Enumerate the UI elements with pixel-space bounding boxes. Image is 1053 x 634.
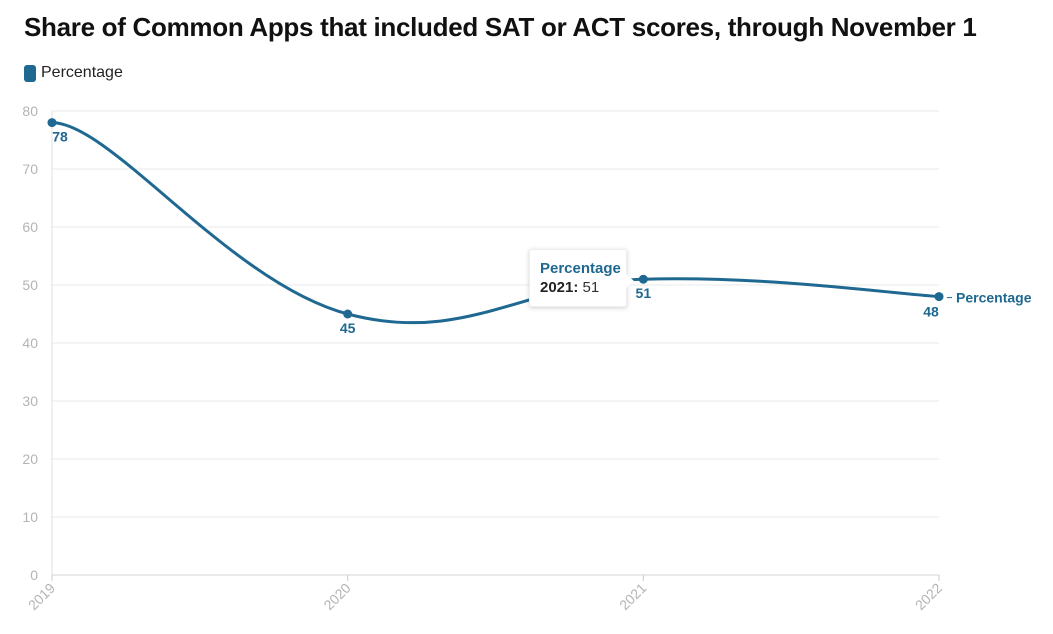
data-labels: 78 45 51 48 Percentage [52, 129, 1031, 336]
series-line [50, 121, 941, 325]
y-tick-label: 0 [30, 567, 38, 583]
y-tick-label: 30 [22, 393, 38, 409]
data-point-2019 [47, 118, 57, 128]
data-label-2019: 78 [52, 129, 68, 145]
data-point-2021 [638, 274, 648, 284]
y-axis: 0 10 20 30 40 50 60 70 80 [22, 103, 53, 583]
x-tick-label: 2022 [912, 580, 945, 613]
gridlines [52, 110, 939, 576]
tooltip-value: 51 [582, 279, 600, 296]
data-point-2022 [934, 292, 944, 302]
chart-title: Share of Common Apps that included SAT o… [24, 12, 977, 42]
y-tick-label: 40 [22, 335, 38, 351]
data-point-2020 [343, 309, 353, 319]
legend[interactable]: Percentage [24, 64, 123, 82]
legend-label: Percentage [41, 64, 123, 81]
y-tick-label: 20 [22, 451, 38, 467]
y-tick-label: 80 [22, 103, 38, 119]
x-tick-label: 2021 [616, 580, 649, 613]
data-label-2020: 45 [340, 320, 356, 336]
y-tick-label: 50 [22, 277, 38, 293]
tooltip: Percentage 2021: 51 [529, 249, 634, 307]
data-label-2021: 51 [636, 285, 652, 301]
y-tick-label: 10 [22, 509, 38, 525]
data-label-2022: 48 [923, 304, 939, 320]
tooltip-category: 2021 [540, 279, 574, 296]
series-percentage [47, 118, 944, 325]
legend-swatch [24, 64, 36, 82]
x-axis: 2019 2020 2021 2022 [25, 575, 945, 613]
y-tick-label: 60 [22, 219, 38, 235]
y-tick-label: 70 [22, 161, 38, 177]
x-tick-label: 2020 [320, 580, 353, 613]
x-tick-label: 2019 [25, 580, 58, 613]
tooltip-line: 2021: 51 [540, 279, 600, 296]
end-label: Percentage [956, 290, 1032, 306]
tooltip-series: Percentage [540, 260, 621, 277]
